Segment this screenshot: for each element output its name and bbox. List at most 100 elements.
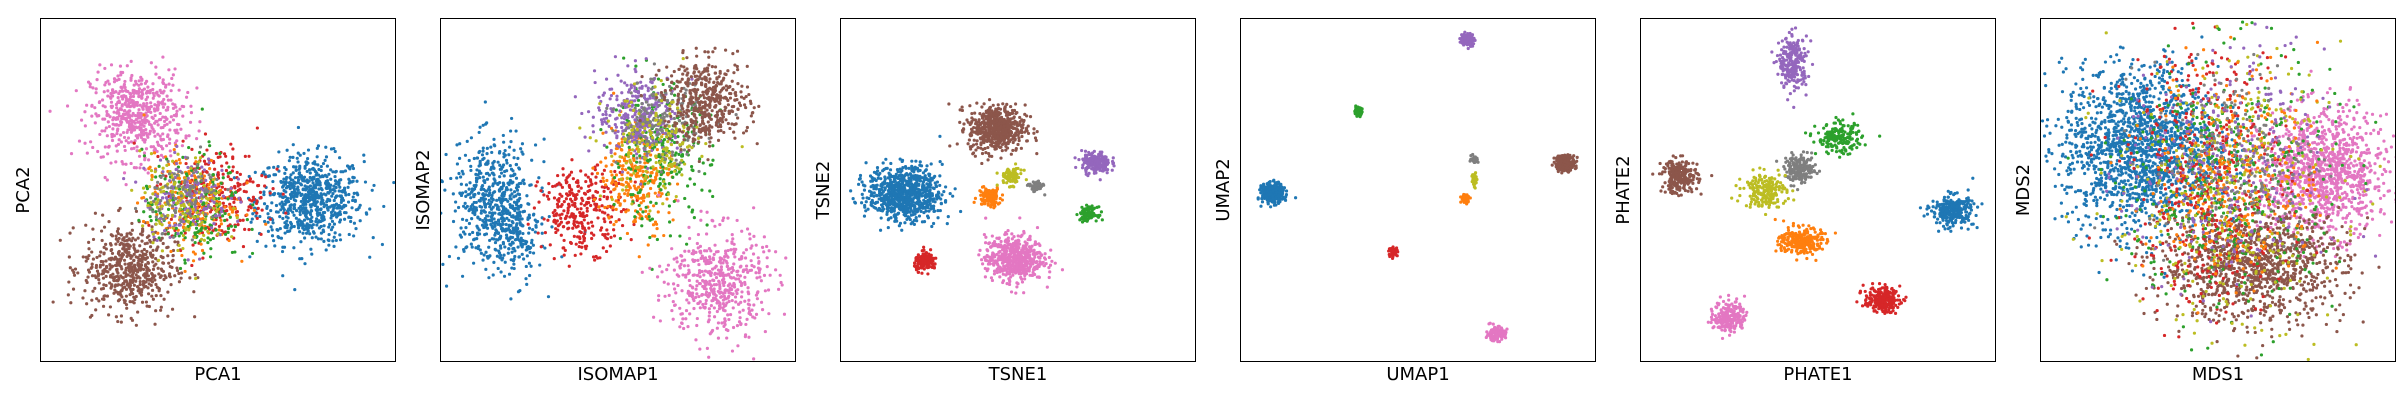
data-point: [186, 176, 190, 180]
data-point: [298, 212, 302, 217]
data-point: [154, 202, 158, 206]
data-point: [86, 80, 91, 84]
data-point: [493, 181, 497, 185]
data-point: [579, 169, 583, 173]
data-point: [200, 174, 204, 178]
data-point: [512, 172, 516, 176]
data-point: [343, 190, 347, 195]
data-point: [514, 217, 518, 221]
data-point: [296, 181, 300, 185]
data-point: [202, 238, 206, 242]
data-point: [338, 212, 343, 216]
data-point: [193, 202, 197, 207]
data-point: [509, 297, 513, 301]
data-point: [641, 169, 645, 173]
data-point: [628, 148, 632, 152]
data-point: [155, 108, 160, 112]
data-point: [113, 263, 118, 267]
data-point: [158, 111, 162, 116]
data-point: [139, 162, 143, 166]
data-point: [619, 177, 623, 181]
data-point: [165, 117, 169, 122]
data-point: [193, 175, 198, 180]
data-point: [455, 176, 459, 180]
data-point: [147, 268, 151, 273]
data-point: [481, 123, 485, 127]
data-point: [654, 123, 658, 127]
data-point: [559, 216, 563, 220]
data-point: [251, 180, 255, 184]
data-point: [505, 236, 509, 240]
data-point: [603, 120, 607, 124]
data-point: [292, 187, 296, 191]
data-point: [332, 222, 337, 226]
data-point: [485, 152, 489, 156]
data-point: [636, 185, 641, 189]
data-point: [629, 91, 633, 95]
data-point: [146, 286, 150, 290]
data-point: [670, 157, 674, 161]
data-point: [181, 187, 185, 191]
data-point: [581, 198, 585, 203]
data-point: [142, 210, 146, 214]
data-point: [173, 67, 177, 71]
data-point: [663, 111, 667, 115]
data-point: [622, 56, 626, 60]
data-point: [550, 225, 554, 229]
data-point: [612, 175, 617, 180]
data-point: [616, 129, 620, 134]
data-point: [270, 234, 275, 238]
data-point: [469, 242, 473, 246]
data-point: [144, 300, 148, 304]
data-point: [102, 269, 107, 273]
data-point: [648, 145, 652, 149]
data-point: [598, 194, 602, 198]
data-point: [680, 142, 685, 146]
data-point: [200, 220, 204, 224]
data-point: [276, 235, 280, 239]
data-point: [321, 210, 325, 215]
data-point: [153, 322, 157, 326]
data-point: [516, 207, 520, 211]
data-point: [51, 300, 55, 304]
data-point: [516, 245, 520, 249]
data-point: [147, 158, 151, 162]
data-point: [161, 261, 165, 265]
data-point: [648, 158, 652, 162]
data-point: [495, 203, 499, 207]
data-point: [183, 231, 187, 235]
data-point: [177, 271, 181, 276]
data-point: [173, 181, 177, 185]
data-point: [143, 264, 148, 268]
data-point: [196, 230, 200, 234]
data-point: [200, 237, 204, 241]
data-point: [153, 103, 157, 107]
data-point: [641, 199, 646, 203]
data-point: [293, 288, 297, 292]
data-point: [591, 124, 595, 128]
data-point: [169, 249, 173, 254]
data-point: [121, 112, 125, 116]
data-point: [382, 204, 386, 208]
data-point: [492, 217, 496, 221]
data-point: [459, 226, 463, 230]
data-point: [589, 220, 594, 224]
data-point: [320, 216, 324, 220]
data-point: [618, 203, 622, 207]
data-point: [680, 154, 685, 158]
data-point: [129, 147, 134, 151]
data-point: [316, 220, 320, 224]
data-point: [129, 59, 133, 63]
data-point: [633, 215, 637, 219]
data-point: [502, 253, 506, 257]
data-point: [116, 299, 121, 303]
data-point: [583, 203, 587, 207]
data-point: [266, 220, 270, 224]
data-point: [233, 224, 237, 229]
data-point: [276, 192, 281, 196]
data-point: [617, 192, 621, 196]
data-point: [498, 244, 503, 248]
data-point: [637, 174, 641, 178]
data-point: [122, 135, 127, 139]
data-point: [131, 270, 136, 275]
